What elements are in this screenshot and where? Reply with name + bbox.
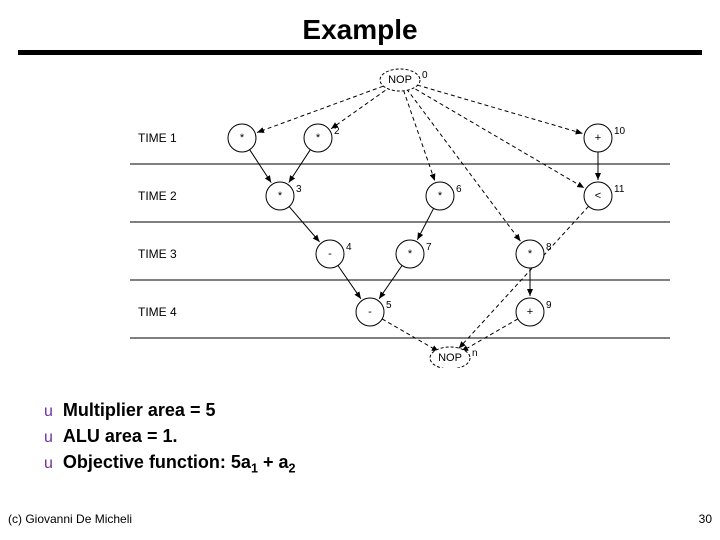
bullet-3: u Objective function: 5a1 + a2 <box>44 452 296 476</box>
svg-text:<: < <box>595 190 601 202</box>
svg-text:-: - <box>328 248 332 260</box>
bullet-1-text: Multiplier area = 5 <box>63 400 216 421</box>
svg-text:3: 3 <box>296 184 302 195</box>
bullet-marker: u <box>44 403 53 421</box>
time-label-2: TIME 2 <box>138 189 177 203</box>
svg-text:7: 7 <box>426 242 432 253</box>
svg-text:11: 11 <box>614 184 625 195</box>
bullet-3-text: Objective function: 5a1 + a2 <box>63 452 296 476</box>
svg-text:2: 2 <box>334 126 340 137</box>
page-title: Example <box>0 14 720 46</box>
bullet-marker: u <box>44 429 53 447</box>
svg-text:4: 4 <box>346 242 352 253</box>
svg-text:5: 5 <box>386 300 392 311</box>
svg-text:NOP: NOP <box>438 352 462 364</box>
bullet-1: u Multiplier area = 5 <box>44 400 215 421</box>
svg-text:9: 9 <box>546 300 552 311</box>
time-label-4: TIME 4 <box>138 305 177 319</box>
svg-text:*: * <box>528 248 533 260</box>
bullet-2-text: ALU area = 1. <box>63 426 178 447</box>
bullet-marker: u <box>44 455 53 473</box>
svg-text:8: 8 <box>546 242 552 253</box>
svg-text:*: * <box>278 190 283 202</box>
title-rule <box>18 50 702 55</box>
time-label-1: TIME 1 <box>138 131 177 145</box>
svg-text:0: 0 <box>422 70 428 81</box>
svg-text:6: 6 <box>456 184 462 195</box>
svg-text:NOP: NOP <box>388 74 412 86</box>
svg-text:*: * <box>240 132 245 144</box>
scheduling-dag: TIME 1 TIME 2 TIME 3 TIME 4 NOP 0 * * 2 +10 * 3 * 6 <1… <box>120 58 680 368</box>
svg-text:+: + <box>595 132 601 144</box>
copyright-footer: (c) Giovanni De Micheli <box>8 512 132 526</box>
svg-text:+: + <box>527 306 533 318</box>
svg-text:10: 10 <box>614 126 626 137</box>
time-label-3: TIME 3 <box>138 247 177 261</box>
svg-text:n: n <box>472 348 478 359</box>
page-number: 30 <box>699 512 712 526</box>
svg-text:-: - <box>368 306 372 318</box>
svg-text:*: * <box>408 248 413 260</box>
bullet-2: u ALU area = 1. <box>44 426 177 447</box>
svg-text:*: * <box>316 132 321 144</box>
svg-text:*: * <box>438 190 443 202</box>
